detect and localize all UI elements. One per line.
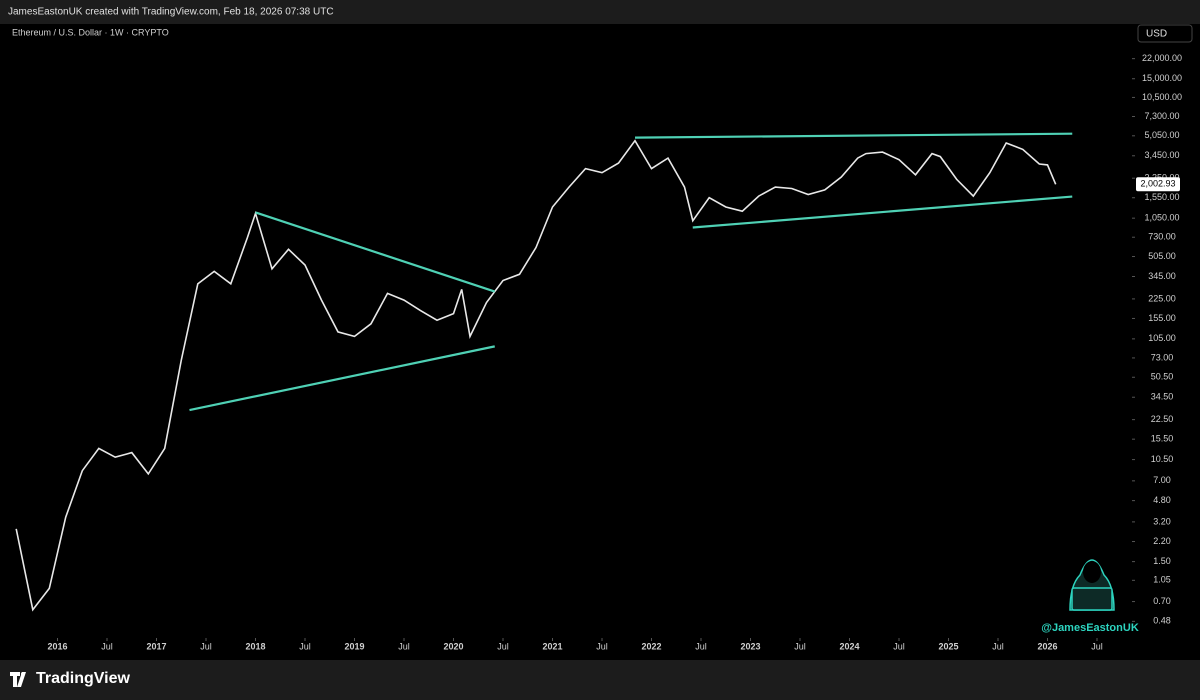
x-tick-label: 2021: [542, 641, 562, 651]
x-tick-label: 2024: [839, 641, 859, 651]
x-tick-label: 2018: [245, 641, 265, 651]
x-tick-label: Jul: [794, 641, 806, 651]
x-tick-label: Jul: [992, 641, 1004, 651]
watermark: @JamesEastonUK: [1041, 622, 1139, 634]
trendline: [189, 345, 495, 412]
y-tick-label: 1,050.00: [1144, 213, 1179, 223]
y-tick-label: 225.00: [1148, 293, 1176, 303]
x-tick-label: Jul: [200, 641, 212, 651]
x-tick-label: Jul: [398, 641, 410, 651]
y-tick-label: 0.70: [1153, 596, 1171, 606]
y-tick-label: 10,500.00: [1142, 92, 1182, 102]
trendline: [255, 211, 496, 293]
currency-box[interactable]: [1137, 24, 1193, 43]
y-tick-label: 5,050.00: [1144, 130, 1179, 140]
attribution: JamesEastonUK created with TradingView.c…: [8, 7, 334, 18]
brand-logo: [10, 672, 26, 687]
y-tick-label: 22,000.00: [1142, 53, 1182, 63]
bottom-bar: [0, 660, 1200, 700]
y-tick-label: 3,450.00: [1144, 150, 1179, 160]
y-tick-label: 22.50: [1151, 414, 1174, 424]
trendline: [634, 132, 1073, 139]
y-tick-label: 4.80: [1153, 495, 1171, 505]
x-tick-label: Jul: [101, 641, 113, 651]
x-tick-label: 2022: [641, 641, 661, 651]
x-tick-label: 2025: [938, 641, 958, 651]
symbol: Ethereum / U.S. Dollar · 1W · CRYPTO: [12, 27, 169, 37]
y-tick-label: 50.50: [1151, 372, 1174, 382]
currency[interactable]: USD: [1146, 29, 1167, 40]
top-bar: [0, 0, 1200, 24]
x-tick-label: 2019: [344, 641, 364, 651]
y-tick-label: 3.20: [1153, 516, 1171, 526]
y-tick-label: 730.00: [1148, 232, 1176, 242]
x-tick-label: 2023: [740, 641, 760, 651]
brand: TradingView: [36, 670, 131, 687]
x-tick-label: 2020: [443, 641, 463, 651]
trendline: [692, 195, 1073, 229]
x-tick-label: Jul: [596, 641, 608, 651]
y-tick-label: 155.00: [1148, 313, 1176, 323]
x-tick-label: Jul: [299, 641, 311, 651]
x-tick-label: 2016: [47, 641, 67, 651]
y-tick-label: 1.50: [1153, 556, 1171, 566]
y-tick-label: 73.00: [1151, 352, 1174, 362]
x-tick-label: Jul: [695, 641, 707, 651]
y-tick-label: 15,000.00: [1142, 73, 1182, 83]
y-tick-label: 34.50: [1151, 392, 1174, 402]
avatar: [1052, 545, 1132, 615]
y-tick-label: 505.00: [1148, 251, 1176, 261]
y-tick-label: 2.20: [1153, 536, 1171, 546]
y-tick-label: 1.05: [1153, 575, 1171, 585]
y-tick-label: 1,550.00: [1144, 192, 1179, 202]
y-tick-label: 7,300.00: [1144, 111, 1179, 121]
x-tick-label: Jul: [893, 641, 905, 651]
price-line: [15, 139, 1057, 612]
y-tick-label: 345.00: [1148, 271, 1176, 281]
x-tick-label: 2026: [1037, 641, 1057, 651]
last-price-box: [1136, 177, 1180, 192]
x-tick-label: Jul: [497, 641, 509, 651]
y-tick-label: 7.00: [1153, 475, 1171, 485]
y-tick-label: 15.50: [1151, 434, 1174, 444]
y-tick-label: 10.50: [1151, 454, 1174, 464]
x-tick-label: Jul: [1091, 641, 1103, 651]
x-tick-label: 2017: [146, 641, 166, 651]
last-price-label: 2,002.93: [1140, 179, 1175, 189]
y-tick-label: 0.48: [1153, 616, 1171, 626]
y-tick-label: 105.00: [1148, 333, 1176, 343]
